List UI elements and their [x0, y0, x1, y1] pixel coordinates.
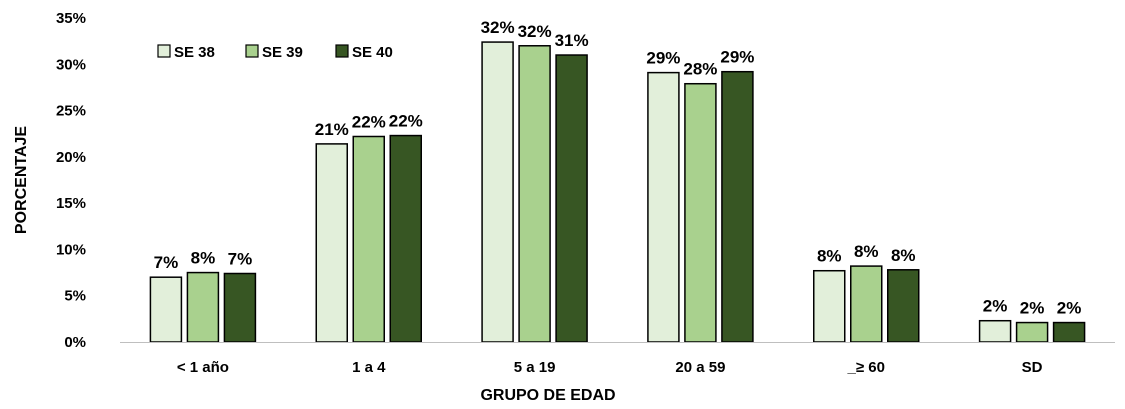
y-tick-label: 35%	[56, 10, 86, 27]
data-label: 32%	[481, 18, 515, 37]
y-tick-label: 10%	[56, 241, 86, 258]
legend-swatch	[245, 44, 259, 58]
legend-label: SE 39	[262, 44, 303, 61]
bar	[887, 269, 920, 343]
y-tick-label: 25%	[56, 103, 86, 120]
x-tick-label: 5 a 19	[514, 359, 556, 376]
data-label: 29%	[720, 48, 754, 67]
data-label: 31%	[555, 31, 589, 50]
y-tick-label: 30%	[56, 56, 86, 73]
data-label: 32%	[518, 22, 552, 41]
bar	[684, 82, 717, 343]
bar	[518, 45, 551, 343]
data-label: 22%	[389, 112, 423, 131]
bar	[352, 135, 385, 343]
data-label: 8%	[854, 242, 879, 261]
legend-swatch	[335, 44, 349, 58]
bar	[850, 265, 883, 343]
y-axis-title: PORCENTAJE	[13, 126, 30, 234]
x-tick-label: _≥ 60	[847, 359, 885, 376]
y-tick-label: 20%	[56, 149, 86, 166]
data-label: 8%	[191, 249, 216, 268]
data-label: 2%	[1057, 299, 1082, 318]
bar	[1052, 321, 1086, 343]
bar	[186, 271, 220, 343]
bar	[555, 54, 588, 343]
bar	[978, 319, 1012, 343]
bar	[149, 276, 183, 343]
x-axis-title: GRUPO DE EDAD	[480, 387, 615, 404]
legend: SE 38 SE 39 SE 40	[157, 44, 393, 61]
data-label: 2%	[1020, 299, 1045, 318]
legend-swatch	[157, 44, 171, 58]
data-label: 22%	[352, 112, 386, 131]
x-axis-ticks: < 1 año 1 a 4 5 a 19 20 a 59 _≥ 60 SD	[177, 359, 1043, 376]
legend-label: SE 40	[352, 44, 393, 61]
y-tick-label: 0%	[64, 334, 86, 351]
data-label: 7%	[154, 253, 179, 272]
y-axis-ticks: 0% 5% 10% 15% 20% 25% 30% 35%	[56, 10, 86, 351]
bar	[813, 269, 846, 343]
data-label: 8%	[817, 247, 842, 266]
data-label: 28%	[683, 60, 717, 79]
data-label: 29%	[646, 49, 680, 68]
bars-group	[149, 41, 1086, 343]
bar	[721, 70, 754, 343]
bar	[389, 134, 422, 343]
legend-label: SE 38	[174, 44, 215, 61]
bar	[315, 143, 348, 343]
data-labels-group: 7% 8% 7%21% 22% 22%32% 32% 31%29%28%29%8% 8% 8%2…	[154, 18, 1082, 317]
x-tick-label: < 1 año	[177, 359, 229, 376]
y-tick-label: 5%	[64, 288, 86, 305]
data-label: 7%	[228, 249, 253, 268]
bar	[223, 272, 257, 343]
x-tick-label: 1 a 4	[352, 359, 386, 376]
data-label: 8%	[891, 246, 916, 265]
bar	[647, 71, 680, 343]
x-tick-label: SD	[1022, 359, 1043, 376]
bar	[481, 41, 514, 343]
bar	[1015, 321, 1049, 343]
data-label: 2%	[983, 297, 1008, 316]
data-label: 21%	[315, 120, 349, 139]
x-tick-label: 20 a 59	[675, 359, 725, 376]
y-tick-label: 15%	[56, 195, 86, 212]
